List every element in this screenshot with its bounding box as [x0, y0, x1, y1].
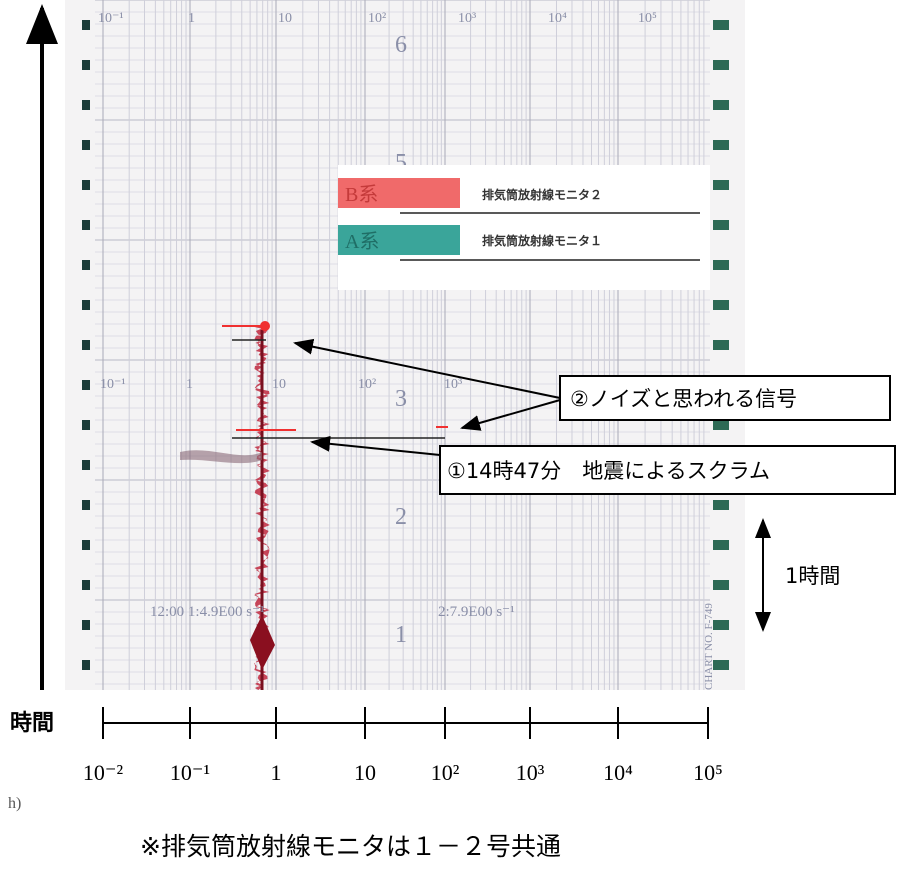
footnote: ※排気筒放射線モニタは１－２号共通 — [140, 832, 561, 861]
scale-label: 10⁻¹ — [170, 760, 210, 785]
scale: 10⁻² 10⁻¹ 1 10 10² 10³ 10⁴ 10⁵ — [83, 707, 723, 785]
sprocket — [713, 260, 729, 270]
hour-mark: 3 — [395, 386, 407, 412]
sprocket — [82, 180, 90, 190]
sprocket — [713, 500, 729, 510]
legend-text: 排気筒放射線モニタ２ — [482, 187, 602, 202]
sprocket — [713, 540, 729, 550]
chart-number: CHART NO. F-749 — [703, 603, 715, 690]
legend: B系 排気筒放射線モニタ２ A系 排気筒放射線モニタ１ — [338, 165, 710, 290]
legend-label: A系 — [345, 230, 379, 253]
mid-scale-label: 10 — [272, 377, 286, 392]
interval-label: 1時間 — [785, 564, 840, 588]
top-scale-label: 10² — [368, 11, 386, 26]
sprocket — [82, 660, 90, 670]
sprocket — [82, 580, 90, 590]
sprocket — [82, 340, 90, 350]
chart-paper — [65, 0, 745, 690]
sprocket — [713, 580, 729, 590]
scale-label: 10⁴ — [603, 760, 633, 785]
scale-label: 10⁵ — [693, 760, 723, 785]
mid-scale-label: 1 — [186, 377, 193, 392]
sprocket — [713, 420, 729, 430]
mid-scale-label: 10³ — [444, 377, 462, 392]
figure: 10⁻¹11010²10³10⁴10⁵ 10⁻¹11010²10³ 654321… — [0, 0, 903, 871]
sprocket — [82, 620, 90, 630]
top-scale-label: 10 — [278, 11, 292, 26]
mid-scale-label: 10⁻¹ — [100, 377, 126, 392]
callout-text: ①14時47分 地震によるスクラム — [447, 459, 770, 483]
sprocket — [713, 660, 729, 670]
top-scale-label: 10⁵ — [638, 11, 657, 26]
sprocket — [713, 300, 729, 310]
sprocket — [82, 260, 90, 270]
scale-label: 1 — [271, 760, 282, 785]
top-scale-label: 10⁻¹ — [98, 11, 124, 26]
sprocket — [82, 100, 90, 110]
top-scale-label: 10³ — [458, 11, 476, 26]
sprocket — [713, 140, 729, 150]
sprocket — [82, 140, 90, 150]
sprocket — [82, 20, 90, 30]
callout-text: ②ノイズと思われる信号 — [570, 387, 797, 411]
readout: 2:7.9E00 s⁻¹ — [438, 604, 515, 620]
sprocket — [82, 220, 90, 230]
hour-mark: 1 — [395, 622, 407, 648]
sprocket — [82, 420, 90, 430]
sprocket — [82, 300, 90, 310]
sprocket — [713, 340, 729, 350]
sprocket — [82, 500, 90, 510]
sprocket — [713, 100, 729, 110]
scale-label: 10 — [354, 760, 376, 785]
sprocket — [713, 60, 729, 70]
sprocket — [713, 180, 729, 190]
time-axis-label: 時間 — [10, 711, 54, 736]
hour-mark: 2 — [395, 504, 407, 530]
legend-label: B系 — [345, 183, 378, 206]
top-scale-label: 1 — [188, 11, 195, 26]
legend-text: 排気筒放射線モニタ１ — [482, 233, 602, 248]
sprocket — [713, 20, 729, 30]
readout: 12:00 1:4.9E00 s⁻¹ — [150, 604, 265, 620]
unit-fragment: h) — [8, 795, 21, 812]
sprocket — [82, 60, 90, 70]
sprocket — [713, 220, 729, 230]
scale-label: 10³ — [516, 760, 545, 785]
mid-scale-label: 10² — [358, 377, 376, 392]
scale-label: 10² — [431, 760, 460, 785]
sprocket — [82, 540, 90, 550]
scale-label: 10⁻² — [83, 760, 124, 785]
top-scale-label: 10⁴ — [548, 11, 567, 26]
sprocket — [82, 460, 90, 470]
sprocket — [82, 380, 90, 390]
trace-dot — [260, 321, 270, 331]
sprocket — [713, 620, 729, 630]
hour-mark: 6 — [395, 32, 407, 58]
